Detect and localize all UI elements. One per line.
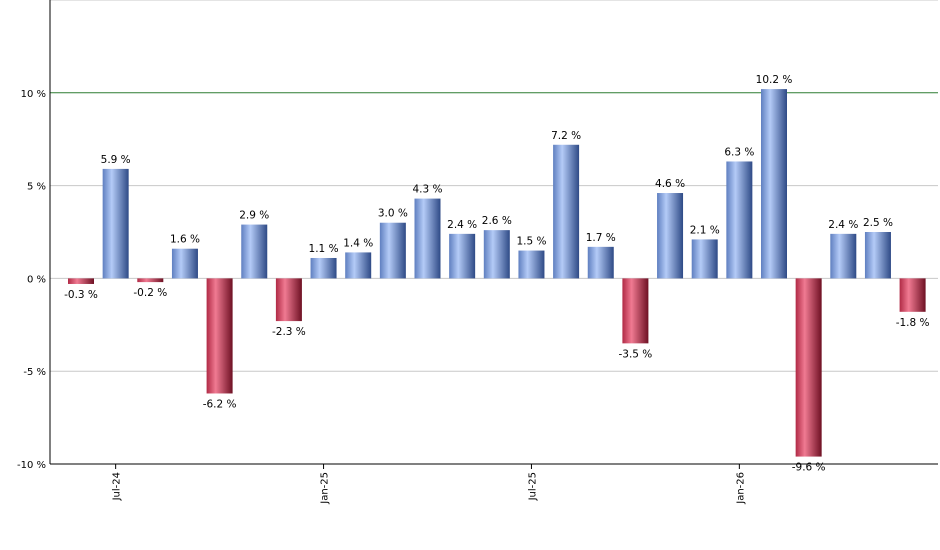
bar [587, 246, 614, 279]
x-tick-label: Jul-24 [112, 472, 123, 501]
data-label: 5.9 % [101, 154, 131, 166]
bar [137, 278, 164, 283]
bar [657, 193, 684, 279]
bar [68, 278, 94, 284]
data-label: 10.2 % [756, 74, 793, 86]
data-label: 1.5 % [516, 236, 546, 248]
data-label: 2.6 % [482, 215, 512, 227]
data-label: -3.5 % [618, 348, 652, 360]
x-tick-label: Jan-25 [320, 472, 331, 505]
data-label: -2.3 % [272, 326, 306, 338]
bar [622, 278, 649, 344]
data-label: -0.2 % [133, 287, 167, 299]
data-label: -0.3 % [64, 289, 98, 301]
y-tick-label: 5 % [27, 182, 46, 193]
data-label: 1.4 % [343, 237, 373, 249]
data-label: -1.8 % [896, 317, 930, 329]
x-tick-label: Jan-26 [735, 472, 746, 505]
data-label: 2.4 % [447, 219, 477, 231]
y-axis-tick-labels: -10 % -5 % 0 % 5 % 10 % [17, 89, 46, 471]
bar [830, 233, 857, 279]
bar [691, 239, 718, 279]
bar [310, 257, 337, 279]
data-label: 4.6 % [655, 178, 685, 190]
data-label: 2.9 % [239, 210, 269, 222]
bar [761, 89, 787, 279]
data-label: 7.2 % [551, 130, 581, 142]
bar [206, 278, 233, 394]
data-label: 2.4 % [828, 219, 858, 231]
axes [49, 0, 938, 465]
data-label: 3.0 % [378, 208, 408, 220]
bar [449, 233, 476, 279]
bar [102, 168, 129, 279]
bar [345, 252, 372, 279]
bar [795, 278, 822, 457]
data-label: 6.3 % [724, 146, 754, 158]
bar [899, 278, 926, 312]
bar [379, 222, 406, 279]
bar [275, 278, 302, 322]
y-tick-label: 0 % [27, 274, 46, 285]
bar [553, 144, 580, 279]
data-label: 1.6 % [170, 234, 200, 246]
y-tick-label: 10 % [21, 89, 46, 100]
bar [726, 161, 753, 279]
y-tick-label: -5 % [23, 367, 46, 378]
bar [241, 224, 268, 279]
y-tick-label: -10 % [17, 460, 46, 471]
data-label: 2.1 % [690, 224, 720, 236]
data-label: 4.3 % [412, 184, 442, 196]
data-labels: -0.3 % 5.9 % -0.2 % 1.6 % -6.2 % 2.9 % -2.3 % 1… [64, 74, 929, 473]
bar [171, 248, 198, 279]
data-label: -6.2 % [203, 398, 237, 410]
data-label: 1.1 % [309, 243, 339, 255]
x-axis-tick-labels: Jul-24 Jan-25 Jul-25 Jan-26 [112, 464, 746, 505]
bar [414, 198, 441, 279]
data-label: 1.7 % [586, 232, 616, 244]
x-tick-label: Jul-25 [527, 472, 538, 501]
data-label: -9.6 % [792, 462, 826, 474]
data-label: 2.5 % [863, 217, 893, 229]
bar [518, 250, 545, 279]
bars [68, 89, 926, 457]
bar [864, 232, 891, 279]
bar [483, 230, 510, 279]
